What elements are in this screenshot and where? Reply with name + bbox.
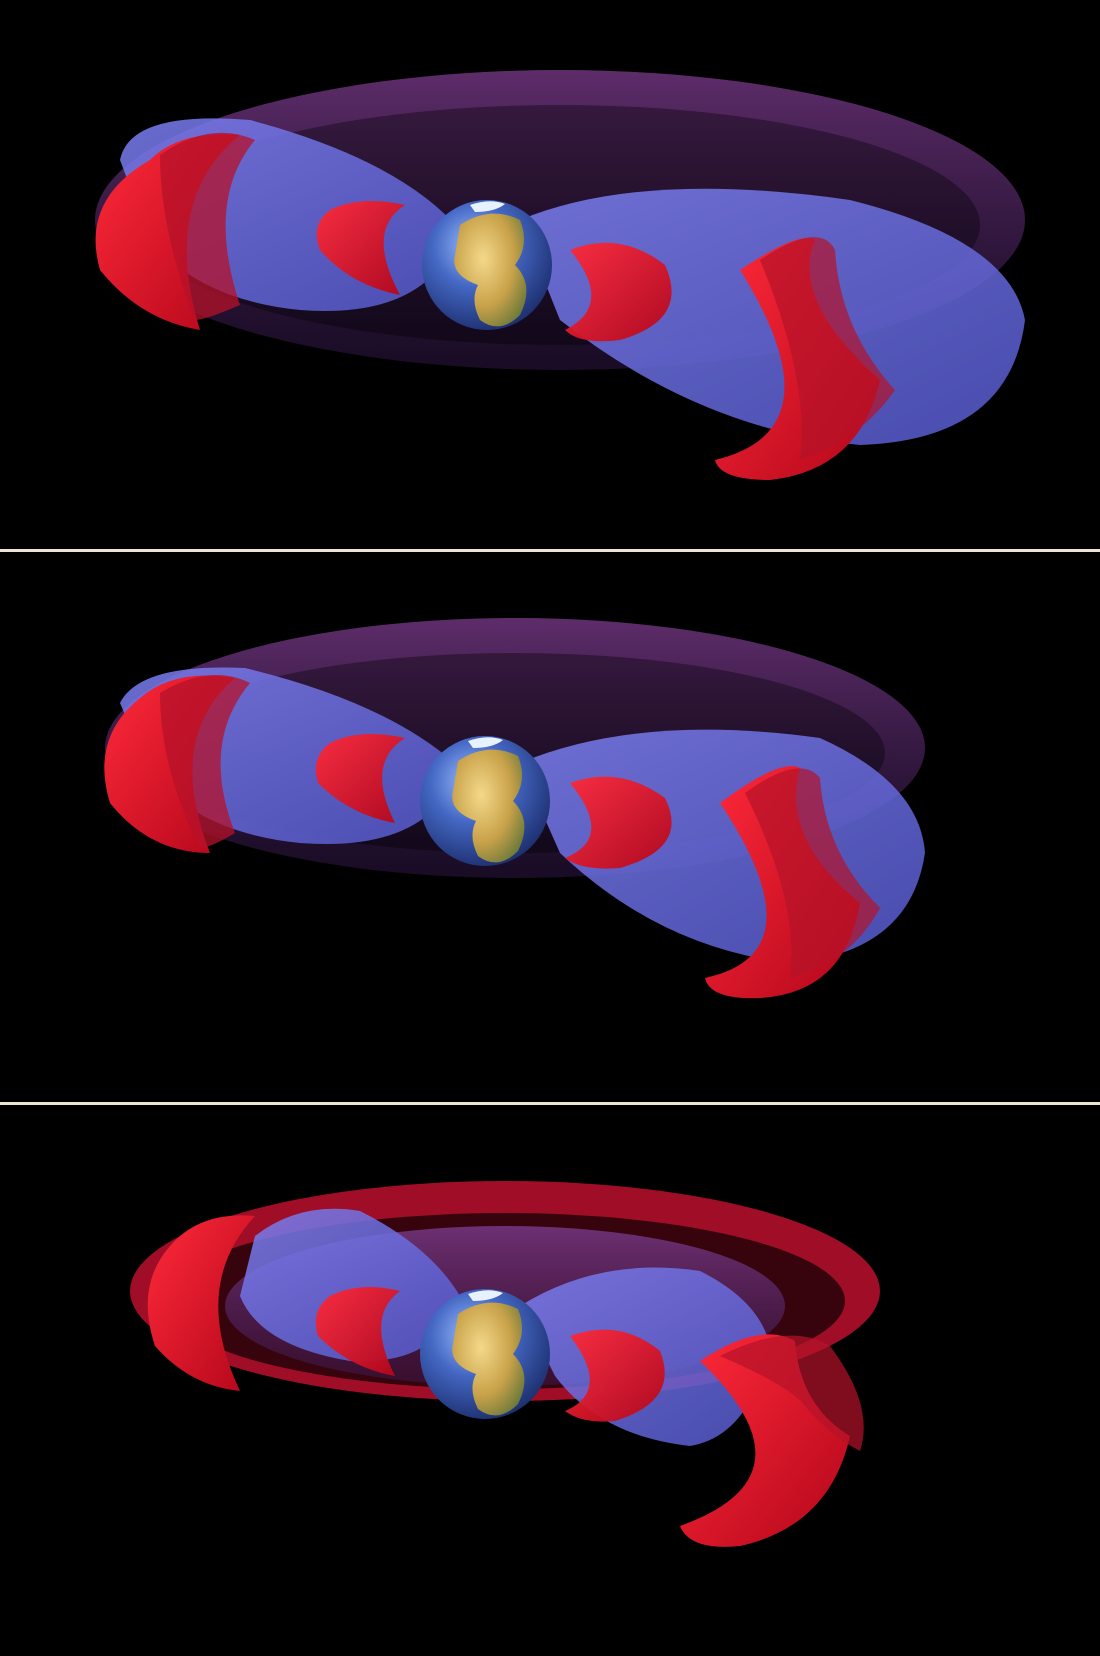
inner-belt-right-red <box>565 242 672 342</box>
earth-globe-icon <box>422 200 552 330</box>
outer-belt-right-red <box>705 766 880 999</box>
blue-disk-left <box>240 1208 460 1362</box>
inner-belt-left-red <box>315 1287 400 1376</box>
earth-globe-icon <box>420 736 550 866</box>
inner-belt-left-red <box>316 201 405 295</box>
inner-belt-right-red <box>565 776 672 869</box>
third-belt-left-red <box>147 1215 255 1391</box>
earth-globe-icon <box>420 1289 550 1419</box>
panel-divider <box>0 1102 1100 1105</box>
outer-belt-left-red <box>95 132 255 330</box>
panel-belts-compressed <box>0 553 1100 1101</box>
panel-belts-before <box>0 0 1100 548</box>
inner-belt-left-red <box>315 734 405 823</box>
third-belt-right-red <box>680 1334 864 1547</box>
outer-belt-right-red <box>715 237 895 480</box>
panel-belts-with-third-ring <box>0 1106 1100 1656</box>
inner-belt-right-red <box>565 1329 665 1422</box>
outer-belt-left-red <box>104 675 250 853</box>
panel-divider <box>0 549 1100 552</box>
